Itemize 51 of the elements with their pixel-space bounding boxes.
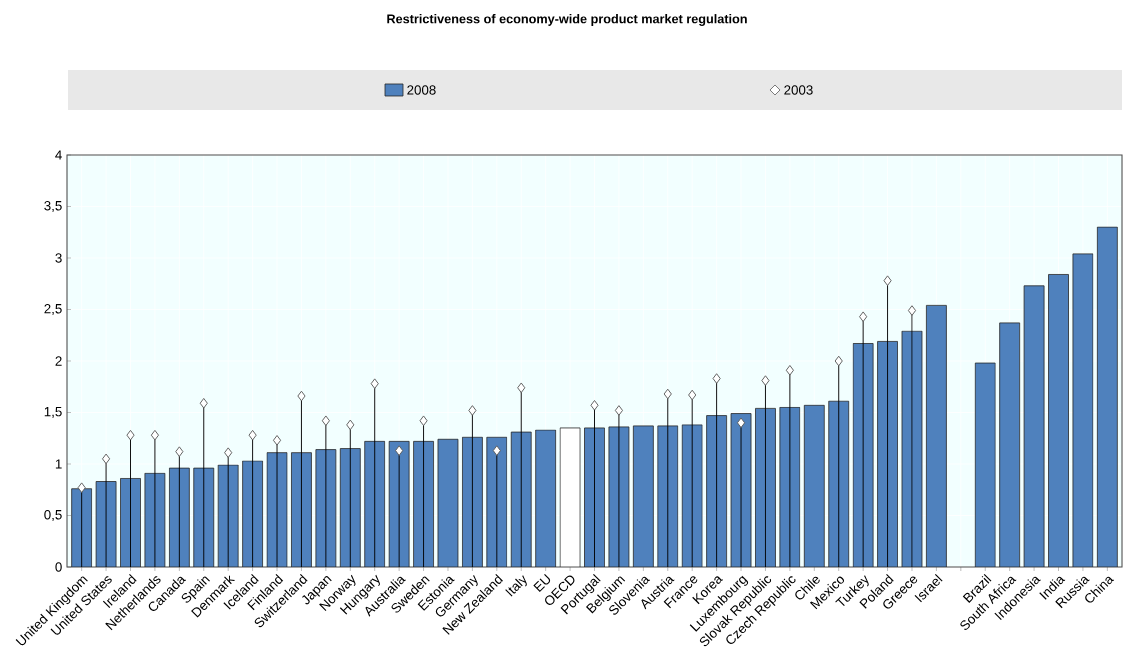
- point: [419, 415, 428, 427]
- point: [468, 405, 477, 416]
- y-tick-label: 3: [55, 253, 62, 263]
- bar: [364, 440, 386, 567]
- point: [736, 417, 746, 429]
- bar: [779, 406, 801, 567]
- point: [77, 482, 86, 493]
- y-tick-label: 1: [55, 459, 62, 469]
- point: [663, 388, 672, 400]
- point: [785, 365, 794, 376]
- point: [883, 275, 892, 286]
- point: [688, 389, 697, 401]
- bar: [168, 467, 190, 567]
- point: [907, 305, 917, 316]
- point: [150, 429, 159, 441]
- point: [126, 429, 135, 441]
- bar: [1072, 253, 1094, 567]
- point: [859, 311, 868, 322]
- x-tick-label: Italy: [505, 575, 527, 597]
- y-tick-label: 3,5: [44, 201, 62, 213]
- chart-title: Restrictiveness of economy-wide product market regulation: [387, 14, 747, 26]
- point: [199, 397, 208, 409]
- point: [321, 415, 330, 427]
- point: [248, 429, 257, 441]
- bar: [486, 436, 508, 567]
- point: [346, 419, 355, 431]
- point: [370, 378, 379, 389]
- point: [102, 453, 111, 465]
- point: [590, 400, 599, 411]
- bar: [681, 424, 703, 567]
- point: [297, 390, 306, 402]
- point: [761, 375, 770, 386]
- point: [834, 355, 843, 367]
- y-tick-label: 0: [55, 562, 62, 572]
- legend-label: 2008: [407, 85, 436, 95]
- y-tick-label: 2,5: [44, 304, 62, 316]
- point: [614, 405, 623, 416]
- y-tick-label: 1,5: [44, 407, 62, 418]
- y-tick-label: 2: [55, 356, 62, 366]
- point: [517, 382, 526, 394]
- y-tick-label: 4: [55, 150, 62, 160]
- point: [712, 373, 721, 384]
- point: [492, 445, 501, 456]
- point: [224, 447, 233, 458]
- point: [272, 435, 282, 446]
- bar: [584, 427, 605, 567]
- bar: [462, 436, 483, 567]
- y-tick-label: 0,5: [44, 510, 62, 522]
- point: [395, 445, 404, 456]
- legend-label: 2003: [784, 85, 813, 95]
- point: [175, 446, 184, 457]
